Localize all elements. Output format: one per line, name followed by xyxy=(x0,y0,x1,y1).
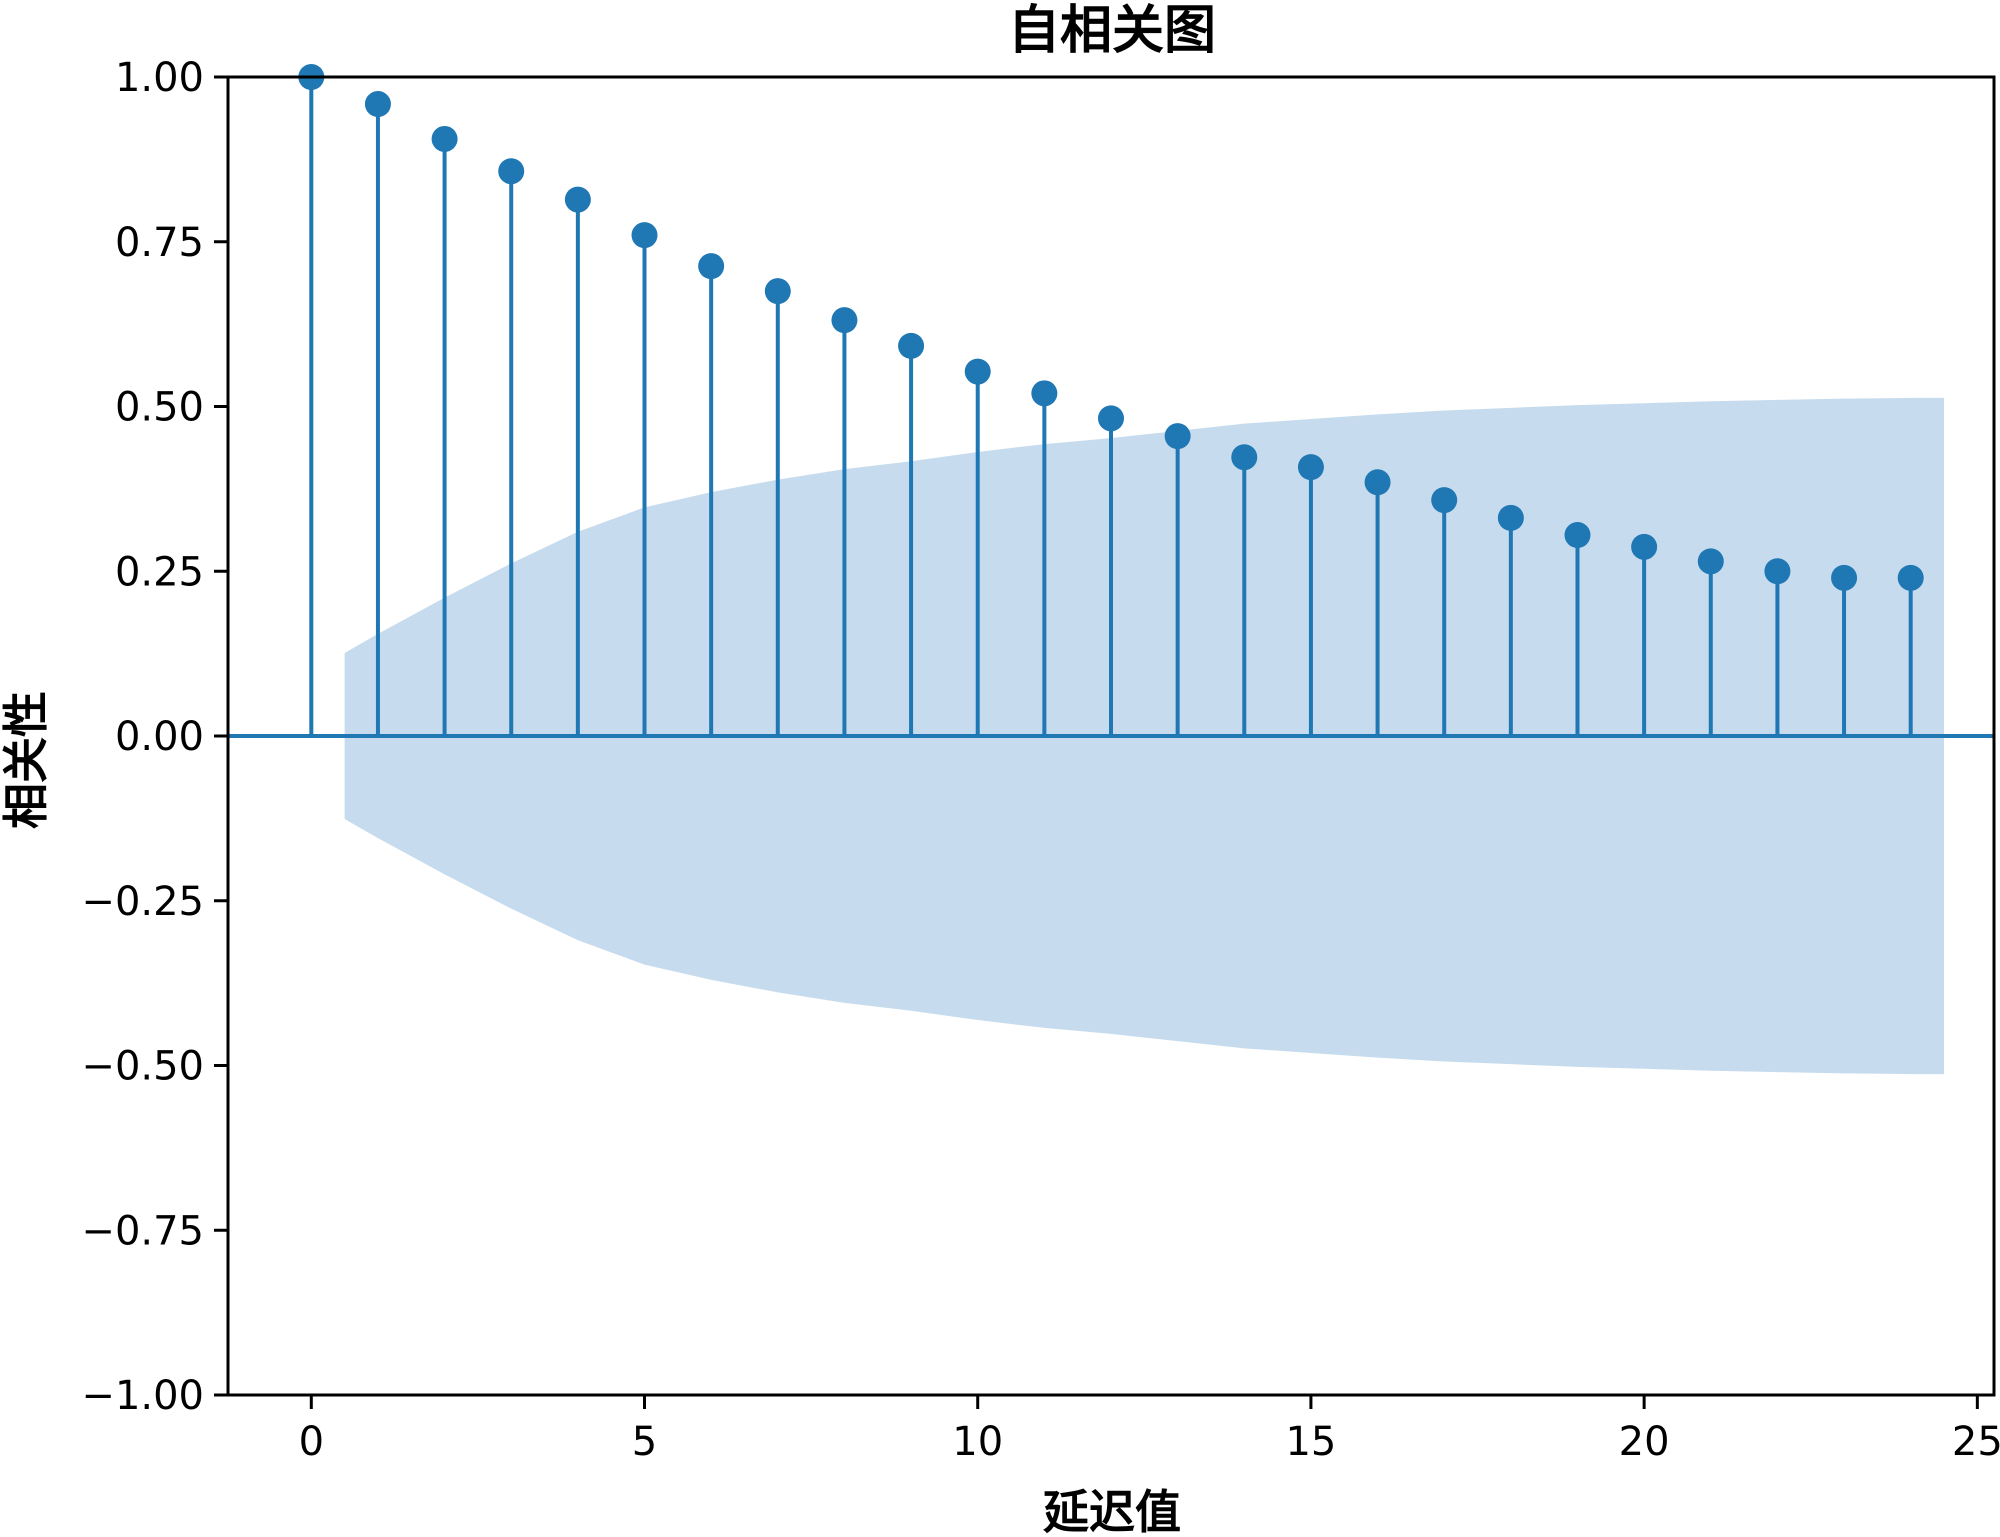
stem-marker xyxy=(1631,533,1658,560)
stem-marker xyxy=(1764,558,1791,585)
y-tick-label: 0.25 xyxy=(115,549,204,595)
stem-marker xyxy=(364,91,391,118)
stem-marker xyxy=(564,186,591,213)
stem-marker xyxy=(831,307,858,334)
stem-marker xyxy=(1297,454,1324,481)
stem-marker xyxy=(1031,380,1058,407)
stem-marker xyxy=(1497,504,1524,531)
y-tick-label: 0.50 xyxy=(115,385,204,431)
x-tick-label: 15 xyxy=(1285,1419,1336,1465)
axes xyxy=(214,75,1996,1409)
x-tick-label: 10 xyxy=(952,1419,1003,1465)
stem-marker xyxy=(1431,487,1458,514)
chart-title: 自相关图 xyxy=(1008,1,1216,61)
stem-marker xyxy=(1364,469,1391,496)
stem-marker xyxy=(964,358,991,385)
x-axis-label: 延迟值 xyxy=(1043,1485,1181,1537)
stem-marker xyxy=(698,253,725,280)
stem-marker xyxy=(431,125,458,152)
stem-marker xyxy=(1831,564,1858,591)
y-tick-label: −0.25 xyxy=(81,879,204,925)
stem-marker xyxy=(1231,444,1258,471)
x-tick-label: 20 xyxy=(1619,1419,1670,1465)
y-tick-label: −0.75 xyxy=(81,1208,204,1254)
stem-marker xyxy=(631,222,658,249)
y-tick-label: 0.75 xyxy=(115,220,204,266)
x-tick-label: 5 xyxy=(632,1419,657,1465)
stem-marker xyxy=(764,278,791,305)
plot-area xyxy=(228,64,1994,1075)
stem-marker xyxy=(1564,522,1591,549)
y-axis-label: 相关性 xyxy=(0,691,53,829)
y-tick-label: −1.00 xyxy=(81,1373,204,1419)
stem-marker xyxy=(898,332,925,359)
y-tick-label: −0.50 xyxy=(81,1044,204,1090)
stem-marker xyxy=(1897,564,1924,591)
y-tick-label: 0.00 xyxy=(115,714,204,760)
x-tick-label: 0 xyxy=(299,1419,324,1465)
stem-marker xyxy=(498,158,525,185)
stem-marker xyxy=(1697,548,1724,575)
x-tick-label: 25 xyxy=(1952,1419,2000,1465)
y-tick-label: 1.00 xyxy=(115,55,204,101)
tick-labels: 0 5 10 15 20 25 −1.00 −0.75 −0.50 −0.25 0.00 0.25 0.… xyxy=(81,55,2000,1465)
stem-marker xyxy=(1098,405,1124,432)
stem-marker xyxy=(1164,423,1191,450)
